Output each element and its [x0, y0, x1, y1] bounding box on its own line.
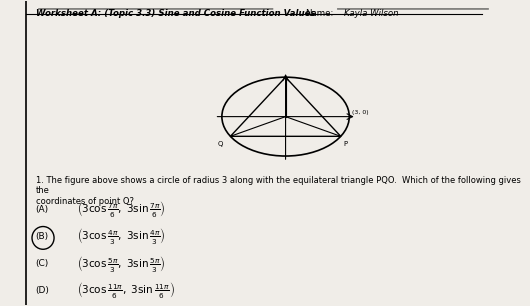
- Text: (3, 0): (3, 0): [352, 110, 368, 115]
- Text: 1. The figure above shows a circle of radius 3 along with the equilateral triang: 1. The figure above shows a circle of ra…: [36, 176, 520, 206]
- Text: P: P: [343, 141, 347, 147]
- Text: $\left(3\cos\frac{7\pi}{6},\ 3\sin\frac{7\pi}{6}\right)$: $\left(3\cos\frac{7\pi}{6},\ 3\sin\frac{…: [77, 199, 166, 219]
- Text: Name:: Name:: [305, 9, 333, 18]
- Text: (B): (B): [36, 232, 49, 241]
- Text: (A): (A): [36, 205, 49, 214]
- Text: Worksheet A: (Topic 3.3) Sine and Cosine Function Values: Worksheet A: (Topic 3.3) Sine and Cosine…: [36, 9, 315, 18]
- Text: $\left(3\cos\frac{11\pi}{6},\ 3\sin\frac{11\pi}{6}\right)$: $\left(3\cos\frac{11\pi}{6},\ 3\sin\frac…: [77, 280, 175, 300]
- Text: (C): (C): [36, 259, 49, 268]
- Text: Q: Q: [218, 141, 223, 147]
- Text: (D): (D): [36, 285, 50, 295]
- Text: Kayla Wilson: Kayla Wilson: [344, 9, 399, 18]
- Text: $\left(3\cos\frac{5\pi}{3},\ 3\sin\frac{5\pi}{3}\right)$: $\left(3\cos\frac{5\pi}{3},\ 3\sin\frac{…: [77, 254, 166, 274]
- Text: $\left(3\cos\frac{4\pi}{3},\ 3\sin\frac{4\pi}{3}\right)$: $\left(3\cos\frac{4\pi}{3},\ 3\sin\frac{…: [77, 226, 166, 246]
